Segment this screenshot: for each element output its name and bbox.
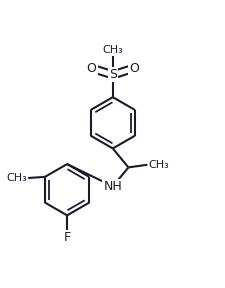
Text: CH₃: CH₃	[148, 160, 169, 170]
Text: CH₃: CH₃	[6, 173, 27, 183]
Text: S: S	[109, 68, 117, 82]
Text: CH₃: CH₃	[102, 45, 123, 55]
Text: O: O	[129, 62, 139, 75]
Text: NH: NH	[104, 180, 122, 193]
Text: O: O	[87, 62, 97, 75]
Text: F: F	[63, 231, 71, 244]
